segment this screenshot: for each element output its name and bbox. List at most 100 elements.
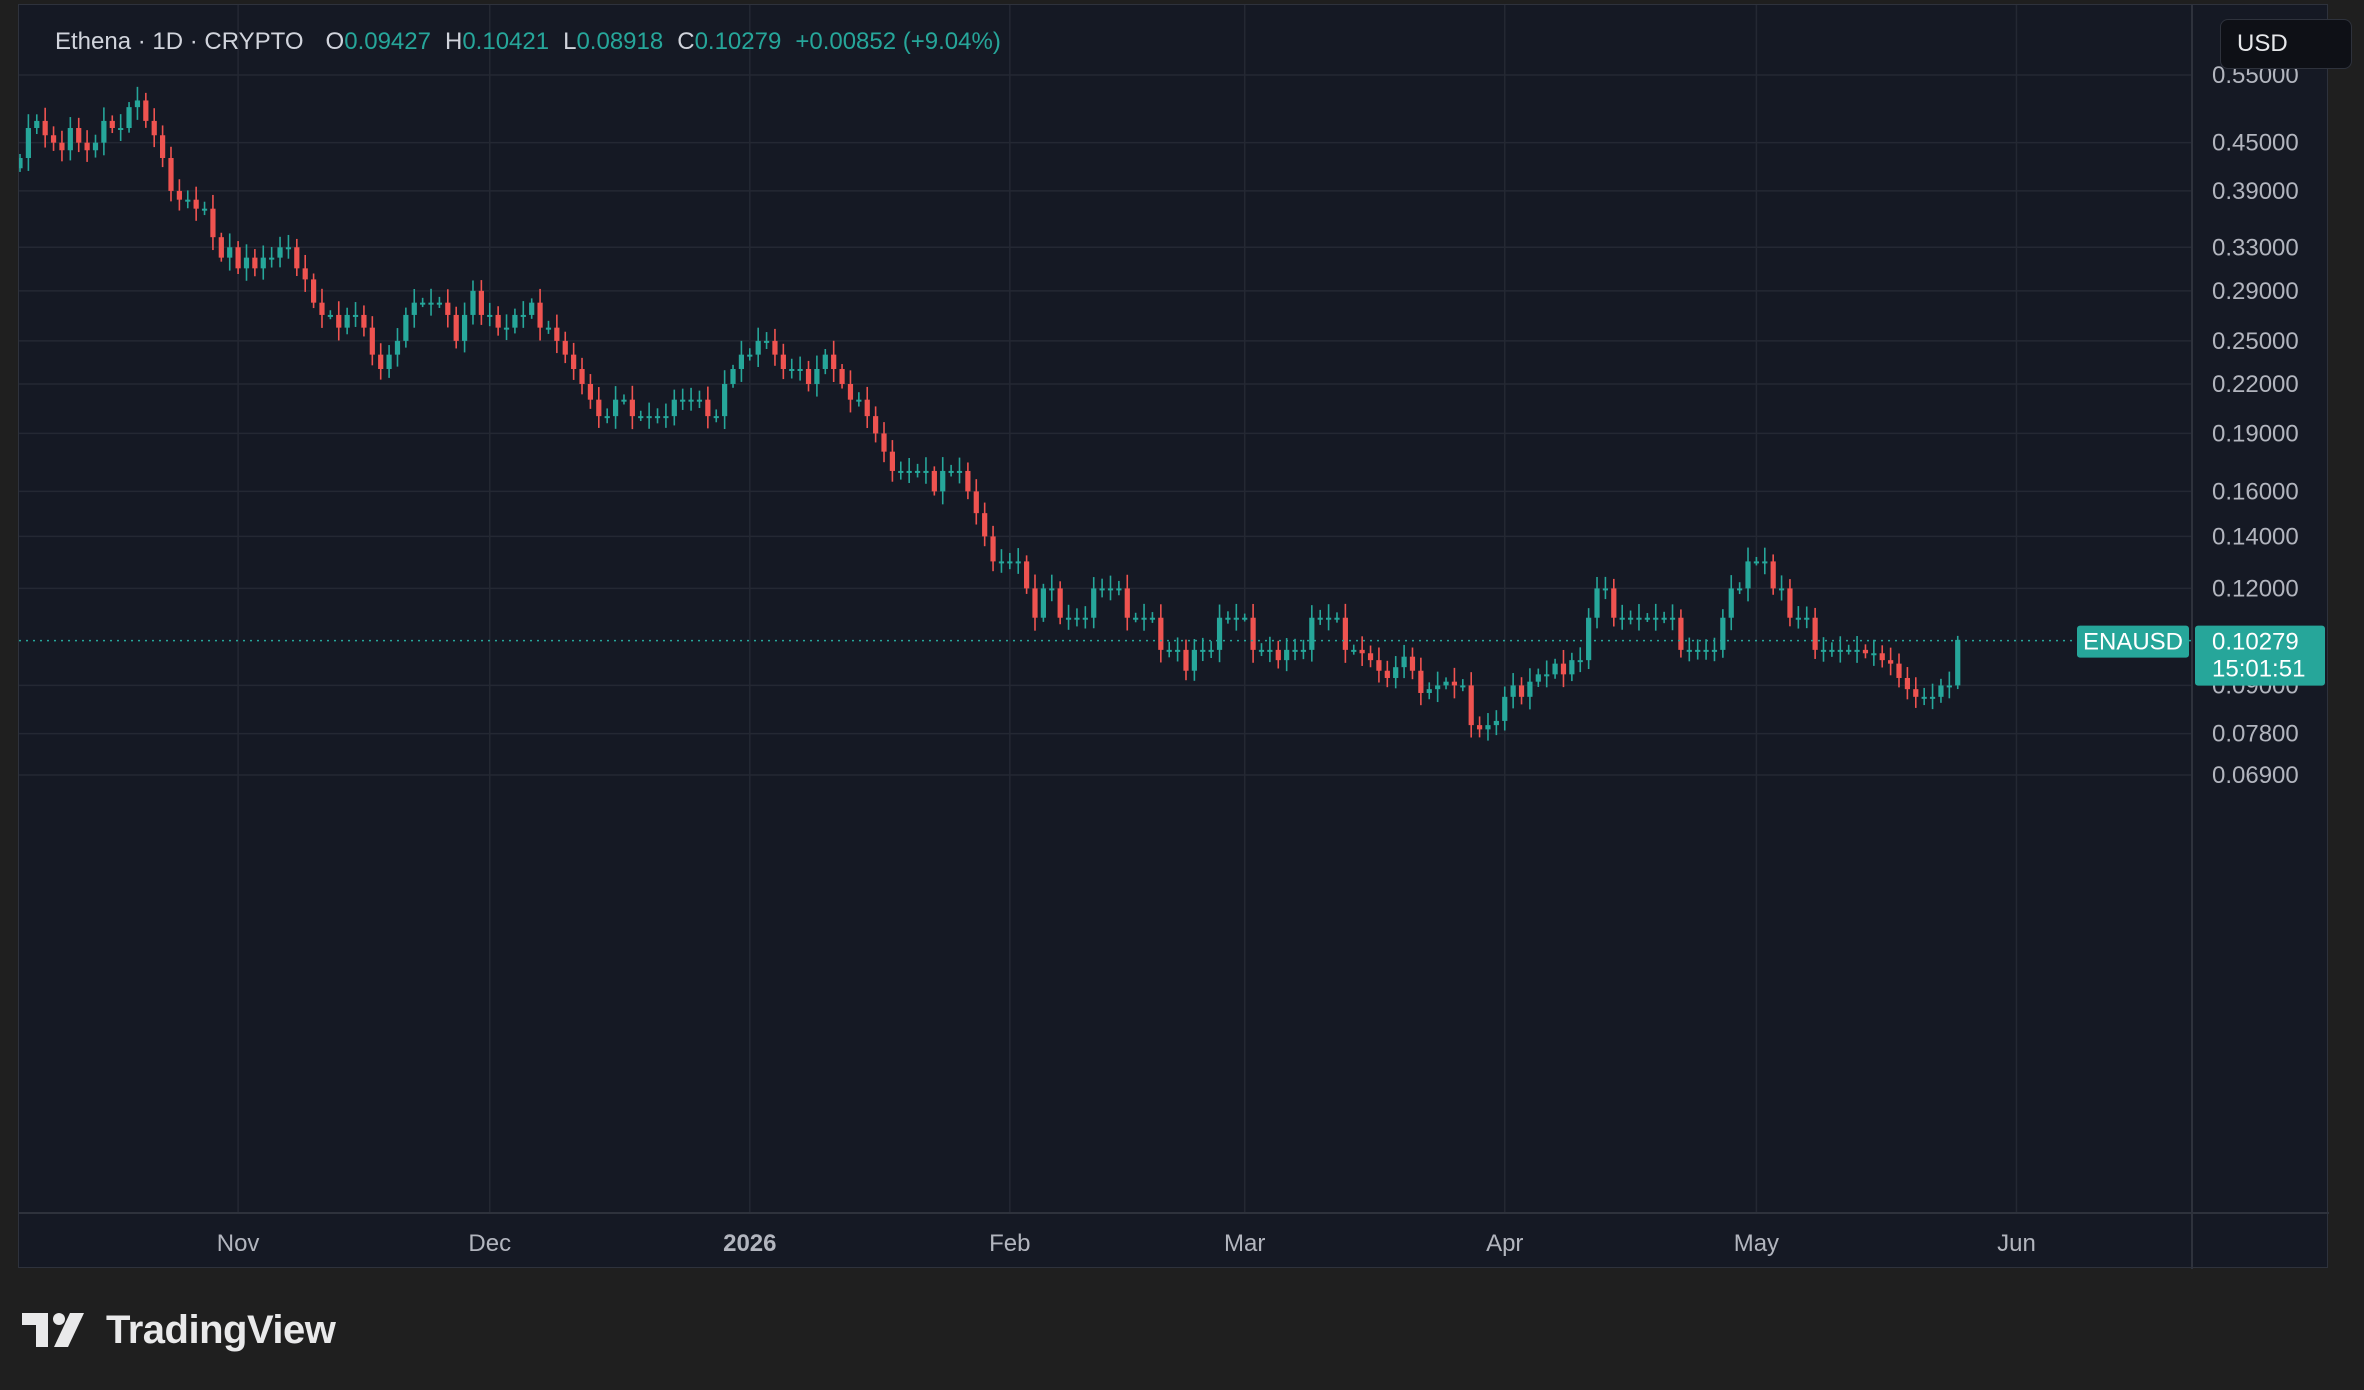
- candle[interactable]: [1820, 637, 1827, 662]
- candle[interactable]: [151, 108, 157, 148]
- candle[interactable]: [42, 107, 48, 148]
- candle[interactable]: [696, 390, 703, 409]
- candle[interactable]: [1233, 603, 1239, 631]
- candle[interactable]: [1208, 641, 1214, 658]
- candle[interactable]: [1510, 673, 1516, 709]
- candle[interactable]: [143, 92, 149, 128]
- candle[interactable]: [67, 117, 73, 161]
- candle[interactable]: [1476, 716, 1483, 738]
- chart-panel[interactable]: 0.55000 0.45000 0.39000 0.33000 0.29000 0.250…: [18, 4, 2352, 1269]
- candle[interactable]: [1024, 555, 1030, 594]
- candle[interactable]: [1401, 644, 1407, 679]
- candle[interactable]: [227, 233, 233, 271]
- candle[interactable]: [34, 114, 40, 135]
- candle[interactable]: [277, 236, 283, 268]
- candle[interactable]: [1644, 613, 1650, 623]
- candle[interactable]: [243, 244, 250, 281]
- candle[interactable]: [1149, 612, 1156, 623]
- candle[interactable]: [864, 386, 870, 429]
- candle[interactable]: [1896, 653, 1902, 688]
- candle[interactable]: [1812, 607, 1818, 659]
- candle[interactable]: [512, 308, 518, 334]
- candle[interactable]: [1552, 658, 1558, 679]
- candle[interactable]: [1325, 604, 1332, 631]
- candle[interactable]: [168, 146, 174, 202]
- candle[interactable]: [797, 356, 803, 381]
- candle[interactable]: [1460, 679, 1466, 692]
- candle[interactable]: [822, 349, 828, 375]
- candle[interactable]: [1342, 603, 1348, 663]
- candle[interactable]: [352, 302, 359, 327]
- candle[interactable]: [101, 107, 107, 156]
- candle[interactable]: [1569, 652, 1575, 682]
- candle[interactable]: [19, 153, 23, 172]
- candle[interactable]: [931, 466, 937, 496]
- candle[interactable]: [638, 410, 644, 422]
- candle[interactable]: [1778, 575, 1785, 601]
- candle[interactable]: [1913, 677, 1919, 708]
- candle[interactable]: [629, 385, 635, 430]
- candle[interactable]: [1451, 667, 1458, 699]
- candle[interactable]: [453, 306, 459, 349]
- candle[interactable]: [269, 246, 275, 268]
- candle[interactable]: [990, 525, 996, 572]
- candle[interactable]: [1107, 575, 1114, 601]
- candle[interactable]: [1586, 608, 1592, 670]
- candle[interactable]: [520, 301, 526, 328]
- candle[interactable]: [1787, 579, 1793, 627]
- candle[interactable]: [1367, 645, 1374, 668]
- candle[interactable]: [1435, 671, 1441, 703]
- candle[interactable]: [118, 114, 124, 141]
- candle[interactable]: [562, 331, 568, 364]
- candle[interactable]: [327, 310, 333, 320]
- candle[interactable]: [948, 464, 954, 477]
- candle[interactable]: [1871, 639, 1877, 666]
- candle[interactable]: [881, 422, 887, 463]
- candle[interactable]: [403, 307, 409, 348]
- candle[interactable]: [1426, 682, 1432, 700]
- candle[interactable]: [310, 273, 317, 309]
- candle[interactable]: [235, 241, 241, 274]
- candle[interactable]: [1334, 612, 1340, 623]
- candle[interactable]: [1258, 643, 1265, 657]
- candle[interactable]: [1594, 576, 1600, 629]
- candle[interactable]: [906, 457, 912, 484]
- candle[interactable]: [1921, 687, 1927, 706]
- candle[interactable]: [1929, 683, 1936, 710]
- candle[interactable]: [671, 389, 677, 426]
- candle[interactable]: [252, 249, 258, 277]
- candle[interactable]: [873, 406, 879, 443]
- candle[interactable]: [50, 126, 57, 151]
- candle[interactable]: [831, 340, 837, 382]
- candle[interactable]: [1544, 660, 1550, 688]
- candle[interactable]: [1795, 606, 1801, 629]
- candle[interactable]: [503, 314, 510, 341]
- candle[interactable]: [1560, 649, 1567, 688]
- candle[interactable]: [1862, 644, 1869, 659]
- candle[interactable]: [738, 340, 745, 382]
- candle[interactable]: [1829, 642, 1835, 657]
- candle[interactable]: [579, 357, 585, 395]
- candle[interactable]: [763, 332, 770, 350]
- candlestick-chart[interactable]: 0.550000.450000.390000.330000.290000.250…: [19, 5, 2329, 1269]
- candle[interactable]: [722, 370, 728, 430]
- candle[interactable]: [428, 288, 434, 316]
- candle[interactable]: [1468, 672, 1474, 738]
- candle[interactable]: [571, 342, 577, 380]
- candle[interactable]: [1300, 639, 1307, 660]
- candle[interactable]: [436, 296, 443, 308]
- candle[interactable]: [218, 232, 224, 262]
- candle[interactable]: [411, 289, 417, 328]
- candle[interactable]: [1946, 671, 1952, 699]
- candle[interactable]: [973, 479, 979, 525]
- candle[interactable]: [1359, 636, 1365, 666]
- candle[interactable]: [889, 440, 895, 482]
- candle[interactable]: [1158, 604, 1164, 663]
- candle[interactable]: [1183, 639, 1189, 681]
- candle[interactable]: [923, 457, 929, 484]
- candle[interactable]: [1007, 552, 1013, 570]
- candle[interactable]: [554, 314, 560, 354]
- candle[interactable]: [1527, 668, 1533, 710]
- candle[interactable]: [210, 194, 216, 251]
- candle[interactable]: [76, 117, 82, 153]
